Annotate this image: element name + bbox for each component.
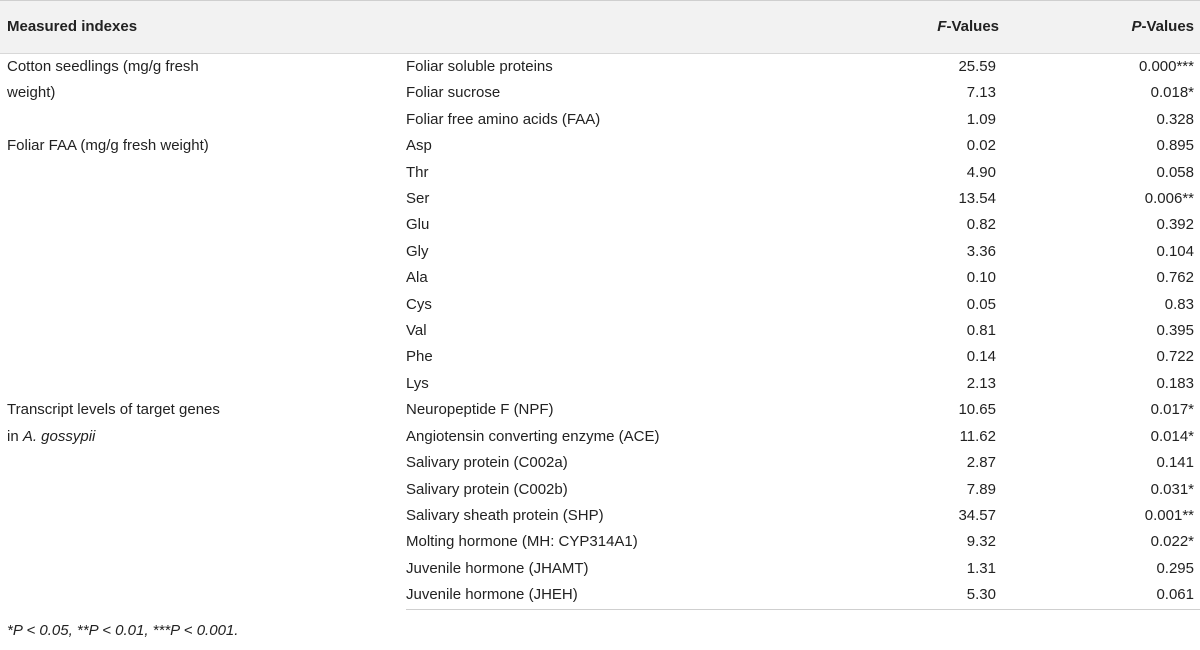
table-row: Foliar sucrose 7.13 0.018* <box>0 80 1200 106</box>
table-row: Foliar free amino acids (FAA) 1.09 0.328 <box>0 107 1200 133</box>
measure-name: Ser <box>406 190 430 208</box>
p-value: 0.183 <box>1156 374 1194 392</box>
f-value: 0.14 <box>966 348 996 366</box>
f-value: 10.65 <box>958 401 996 419</box>
p-value: 0.83 <box>1164 295 1194 313</box>
table-row: Cys 0.05 0.83 <box>0 292 1200 318</box>
table-row: Glu 0.82 0.392 <box>0 212 1200 238</box>
header-f-values: F-Values <box>706 0 1006 54</box>
f-value: 11.62 <box>959 427 996 445</box>
group-label: Transcript levels of target genes in A. g… <box>7 401 220 445</box>
table-footnote: *P < 0.05, **P < 0.01, ***P < 0.001. <box>7 622 239 639</box>
p-value: 0.141 <box>1156 454 1194 472</box>
p-value: 0.295 <box>1156 559 1194 577</box>
f-value: 0.82 <box>966 216 996 234</box>
p-value: 0.328 <box>1156 110 1194 128</box>
measure-name: Juvenile hormone (JHEH) <box>406 582 706 610</box>
f-value: 4.90 <box>966 163 996 181</box>
measure-name: Salivary protein (C002a) <box>406 454 568 472</box>
table-row: Lys 2.13 0.183 <box>0 371 1200 397</box>
p-value: 0.018* <box>1150 84 1194 102</box>
p-value: 0.022* <box>1150 533 1194 551</box>
p-value: 0.000*** <box>1138 58 1194 75</box>
f-value: 25.59 <box>958 58 996 75</box>
p-value: 0.061 <box>1006 582 1200 610</box>
f-value: 1.09 <box>966 110 996 128</box>
p-value: 0.395 <box>1156 322 1194 340</box>
measure-name: Ala <box>406 269 428 287</box>
f-value: 34.57 <box>958 506 996 524</box>
measure-name: Neuropeptide F (NPF) <box>406 401 554 419</box>
p-value: 0.392 <box>1156 216 1194 234</box>
table-row: Foliar FAA (mg/g fresh weight) Asp 0.02 0.8… <box>0 133 1200 159</box>
p-value: 0.895 <box>1156 137 1194 155</box>
f-value: 9.32 <box>966 533 996 551</box>
measure-name: Foliar soluble proteins <box>406 58 553 75</box>
f-value: 0.02 <box>966 137 996 155</box>
measure-name: Juvenile hormone (JHAMT) <box>406 559 589 577</box>
measure-name: Foliar sucrose <box>406 84 501 102</box>
table-row: Salivary protein (C002b) 7.89 0.031* <box>0 477 1200 503</box>
p-value: 0.014* <box>1150 427 1194 445</box>
f-value: 0.05 <box>966 295 996 313</box>
measure-name: Angiotensin converting enzyme (ACE) <box>406 427 660 445</box>
table-row: Ser 13.54 0.006** <box>0 186 1200 212</box>
measure-name: Lys <box>406 374 429 392</box>
table-row: Gly 3.36 0.104 <box>0 239 1200 265</box>
f-value: 0.10 <box>966 269 996 287</box>
measure-name: Salivary sheath protein (SHP) <box>406 506 604 524</box>
table-row: Thr 4.90 0.058 <box>0 160 1200 186</box>
header-empty <box>406 0 706 54</box>
p-value: 0.017* <box>1150 401 1194 419</box>
table-row: Salivary sheath protein (SHP) 34.57 0.001*… <box>0 503 1200 529</box>
p-value: 0.722 <box>1156 348 1194 366</box>
p-value: 0.762 <box>1156 269 1194 287</box>
measure-name: Thr <box>406 163 429 181</box>
p-value: 0.031* <box>1150 480 1194 498</box>
table-row: Phe 0.14 0.722 <box>0 344 1200 370</box>
measure-name: Cys <box>406 295 432 313</box>
results-table: Measured indexes F-Values P-Values Cotto… <box>0 0 1200 610</box>
measure-name: Phe <box>406 348 433 366</box>
header-measured-indexes: Measured indexes <box>0 0 406 54</box>
table-header: Measured indexes F-Values P-Values <box>0 0 1200 54</box>
p-value: 0.006** <box>1144 190 1194 208</box>
f-value: 0.81 <box>966 322 996 340</box>
table-row: Juvenile hormone (JHEH) 5.30 0.061 <box>0 582 1200 610</box>
table-row: Ala 0.10 0.762 <box>0 265 1200 291</box>
f-value: 5.30 <box>706 582 1006 610</box>
f-value: 13.54 <box>958 190 996 208</box>
table-row: Val 0.81 0.395 <box>0 318 1200 344</box>
f-value: 7.13 <box>966 84 996 102</box>
f-value: 3.36 <box>966 242 996 260</box>
p-value: 0.058 <box>1156 163 1194 181</box>
table-row: Juvenile hormone (JHAMT) 1.31 0.295 <box>0 556 1200 582</box>
measure-name: Foliar free amino acids (FAA) <box>406 110 601 128</box>
f-value: 2.87 <box>966 454 996 472</box>
measure-name: Asp <box>406 137 432 155</box>
table-row: Salivary protein (C002a) 2.87 0.141 <box>0 450 1200 476</box>
table-row: Molting hormone (MH: CYP314A1) 9.32 0.022* <box>0 529 1200 555</box>
measure-name: Gly <box>406 242 429 260</box>
f-value: 7.89 <box>966 480 996 498</box>
table-row: Angiotensin converting enzyme (ACE) 11.62… <box>0 424 1200 450</box>
measure-name: Molting hormone (MH: CYP314A1) <box>406 533 638 551</box>
p-value: 0.001** <box>1144 506 1194 524</box>
measure-name: Salivary protein (C002b) <box>406 480 568 498</box>
table-body: Cotton seedlings (mg/g fresh weight) Folia… <box>0 54 1200 610</box>
f-value: 2.13 <box>966 374 996 392</box>
header-p-values: P-Values <box>1006 0 1200 54</box>
group-label: Foliar FAA (mg/g fresh weight) <box>7 137 209 155</box>
f-value: 1.31 <box>966 559 996 577</box>
p-value: 0.104 <box>1156 242 1194 260</box>
group-label: Cotton seedlings (mg/g fresh weight) <box>7 58 199 102</box>
measure-name: Val <box>406 322 427 340</box>
table-row: Transcript levels of target genes in A. g… <box>0 397 1200 444</box>
table-row: Cotton seedlings (mg/g fresh weight) Folia… <box>0 54 1200 101</box>
measure-name: Glu <box>406 216 430 234</box>
